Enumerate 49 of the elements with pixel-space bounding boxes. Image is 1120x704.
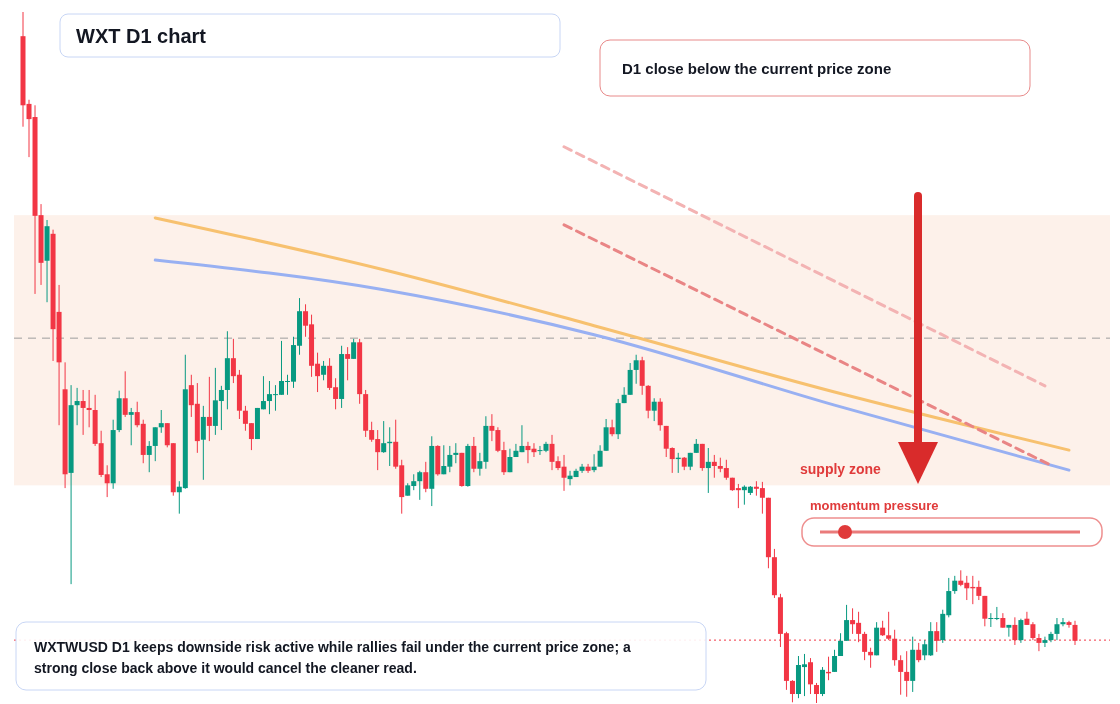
candlestick (898, 654, 904, 696)
candlestick (1006, 624, 1012, 638)
candlestick (453, 442, 459, 464)
candlestick (200, 405, 206, 481)
candlestick (417, 470, 423, 501)
candlestick (122, 370, 128, 418)
candlestick (808, 657, 813, 695)
candlestick (705, 447, 711, 494)
candlestick (711, 454, 717, 479)
candlestick (789, 679, 795, 703)
candlestick (471, 436, 477, 473)
candlestick (814, 682, 820, 704)
candlestick (86, 389, 92, 428)
candlestick (158, 409, 164, 434)
candlestick (1018, 618, 1024, 644)
annotation: WXTWUSD D1 keeps downside risk active while rallies fail under the current price zone; a strong close back above it would cancel the cleaner read. (34, 639, 631, 676)
candlestick (351, 338, 357, 360)
candlestick (916, 642, 922, 663)
candlestick (80, 389, 86, 436)
candlestick (603, 418, 609, 452)
candlestick (982, 595, 988, 627)
candlestick (1054, 617, 1060, 641)
candlestick (381, 420, 387, 454)
candlestick (904, 650, 910, 698)
candlestick (844, 604, 850, 642)
candlestick (206, 376, 212, 442)
candlestick (423, 461, 429, 493)
candlestick (832, 649, 838, 673)
text: WXT D1 chart (76, 25, 207, 47)
annotation: momentum pressure (810, 498, 939, 513)
candlestick (128, 407, 134, 446)
candlestick (321, 360, 327, 381)
candlestick (146, 440, 152, 473)
candlestick (609, 419, 615, 437)
candlestick (345, 346, 351, 381)
band-label: supply zone (800, 461, 882, 477)
candlestick (1060, 617, 1066, 627)
candlestick (633, 354, 639, 385)
candlestick (1066, 620, 1072, 629)
candlestick (74, 387, 80, 426)
candlestick (1042, 636, 1048, 648)
candlestick (657, 397, 663, 432)
candlestick (621, 386, 627, 404)
candlestick (152, 426, 158, 462)
annotation: D1 close below the current price zone (622, 60, 892, 77)
candlestick (579, 463, 585, 474)
candlestick (585, 463, 591, 474)
candlestick (651, 397, 657, 422)
candlestick (597, 444, 603, 468)
